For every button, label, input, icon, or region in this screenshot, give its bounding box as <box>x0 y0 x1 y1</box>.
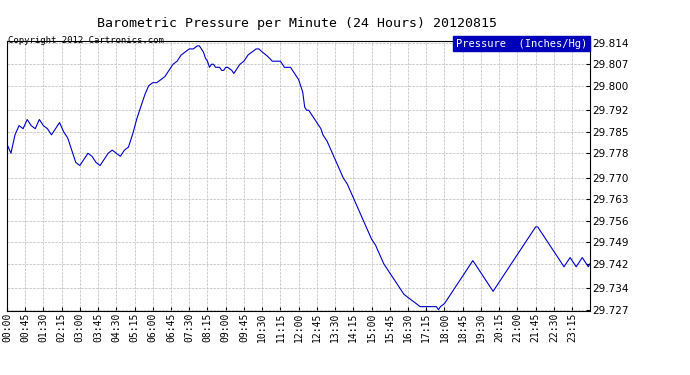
Text: Barometric Pressure per Minute (24 Hours) 20120815: Barometric Pressure per Minute (24 Hours… <box>97 17 497 30</box>
Text: Copyright 2012 Cartronics.com: Copyright 2012 Cartronics.com <box>8 36 164 45</box>
Text: Pressure  (Inches/Hg): Pressure (Inches/Hg) <box>456 39 587 48</box>
